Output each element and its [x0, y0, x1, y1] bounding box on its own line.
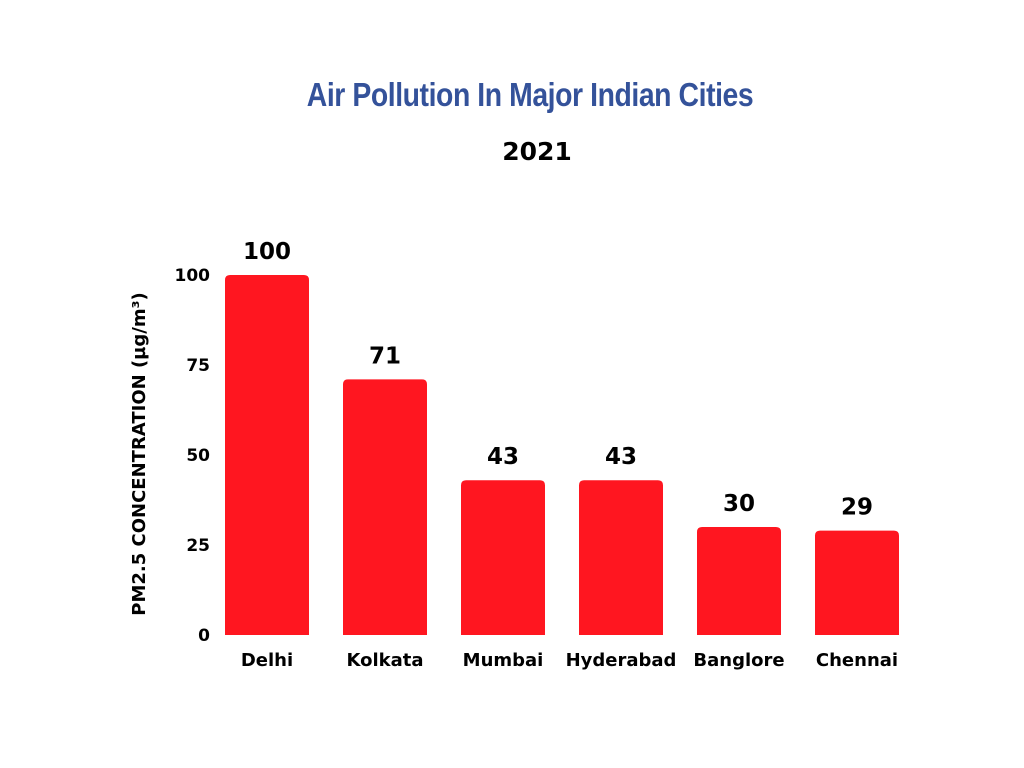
y-tick-label: 100	[175, 266, 211, 286]
x-tick-label-banglore: Banglore	[693, 650, 784, 671]
x-tick-label-hyderabad: Hyderabad	[566, 650, 677, 671]
value-labels: 100 71 43 43 30 29	[243, 239, 873, 521]
bar-kolkata	[343, 379, 427, 635]
value-label-mumbai: 43	[487, 444, 519, 470]
value-label-hyderabad: 43	[605, 444, 637, 470]
x-tick-label-chennai: Chennai	[816, 650, 898, 671]
x-tick-label-kolkata: Kolkata	[346, 650, 423, 671]
y-tick-label: 25	[186, 536, 210, 556]
y-tick-label: 50	[186, 446, 210, 466]
value-label-banglore: 30	[723, 491, 755, 517]
bar-banglore	[697, 527, 781, 635]
value-label-kolkata: 71	[369, 343, 401, 369]
y-tick-label: 0	[198, 626, 210, 646]
bar-mumbai	[461, 480, 545, 635]
x-tick-label-mumbai: Mumbai	[463, 650, 544, 671]
y-axis-label: PM2.5 CONCENTRATION (µg/m³)	[129, 292, 150, 615]
bar-chennai	[815, 530, 899, 635]
chart-subtitle: 2021	[502, 137, 572, 166]
bar-hyderabad	[579, 480, 663, 635]
chart-title: Air Pollution In Major Indian Cities	[306, 76, 754, 113]
category-labels: Delhi Kolkata Mumbai Hyderabad Banglore Chenn…	[241, 650, 898, 671]
y-tick-label: 75	[186, 356, 210, 376]
y-axis: 0 25 50 75 100	[175, 266, 211, 646]
bar-delhi	[225, 275, 309, 635]
bars	[225, 275, 899, 635]
x-tick-label-delhi: Delhi	[241, 650, 293, 671]
value-label-delhi: 100	[243, 239, 291, 265]
value-label-chennai: 29	[841, 495, 873, 521]
